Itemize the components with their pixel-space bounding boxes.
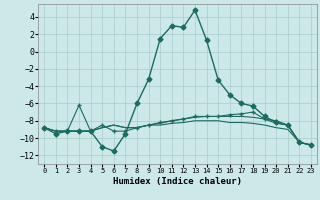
- X-axis label: Humidex (Indice chaleur): Humidex (Indice chaleur): [113, 177, 242, 186]
